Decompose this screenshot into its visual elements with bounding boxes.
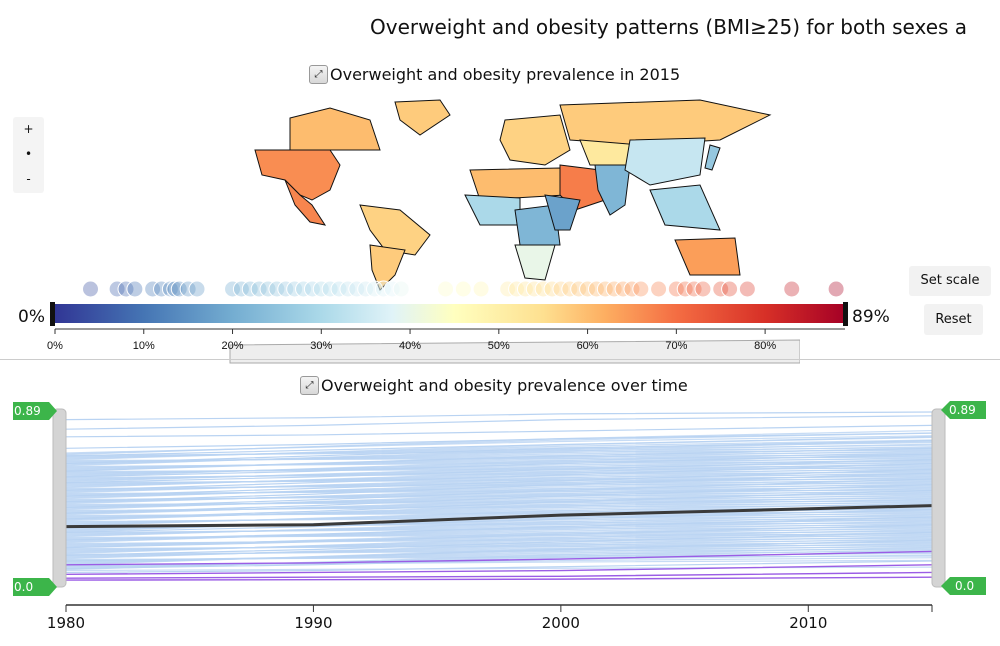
country-line (65, 435, 933, 454)
country-line (65, 467, 933, 473)
map-region[interactable] (499, 114, 571, 166)
country-line (65, 537, 933, 545)
x-tick-label: 1990 (294, 614, 332, 632)
left-max-badge: 0.89 (13, 402, 57, 420)
country-line (65, 560, 933, 574)
zoom-in-button[interactable]: + (23, 122, 34, 136)
country-line (65, 539, 933, 562)
antarctica-shape (229, 339, 800, 364)
expand-arrows-icon[interactable]: ⤢ (300, 376, 319, 395)
country-line (65, 489, 933, 520)
left-min-value: 0.0 (14, 580, 33, 594)
country-line (65, 440, 933, 465)
country-line (65, 453, 933, 478)
country-line (65, 548, 933, 556)
expand-arrows-icon[interactable]: ⤢ (309, 65, 328, 84)
map-title-text: Overweight and obesity prevalence in 201… (330, 65, 681, 84)
country-line (65, 483, 933, 514)
country-line (65, 531, 933, 556)
map-region[interactable] (284, 179, 327, 226)
right-max-value: 0.89 (949, 403, 976, 417)
mean-line (65, 504, 933, 529)
world-map[interactable] (0, 95, 800, 365)
scale-max-label: 89% (852, 307, 890, 327)
map-region[interactable] (359, 204, 431, 256)
map-panel-title: ⤢ Overweight and obesity prevalence in 2… (309, 65, 680, 84)
zoom-out-button[interactable]: - (26, 172, 31, 186)
country-line (65, 424, 933, 438)
time-panel-title: ⤢ Overweight and obesity prevalence over… (300, 376, 688, 395)
country-line (65, 459, 933, 484)
x-tick-label: 2010 (789, 614, 827, 632)
reset-button[interactable]: Reset (924, 304, 983, 335)
country-line (65, 516, 933, 541)
map-region[interactable] (594, 164, 631, 216)
country-line (65, 447, 933, 472)
map-region[interactable] (544, 194, 581, 231)
highlighted-line (65, 576, 933, 581)
country-line (65, 462, 933, 491)
country-line (65, 436, 933, 457)
left-max-value: 0.89 (14, 404, 41, 418)
map-region[interactable] (559, 99, 772, 146)
country-line (65, 468, 933, 497)
country-line (65, 508, 933, 533)
country-line (65, 524, 933, 549)
map-region[interactable] (674, 237, 741, 276)
right-min-badge: 0.0 (941, 577, 986, 595)
map-region[interactable] (394, 99, 451, 136)
x-tick-label: 1980 (47, 614, 85, 632)
country-line (65, 544, 933, 550)
set-scale-button[interactable]: Set scale (909, 266, 991, 296)
panel-divider (0, 359, 1000, 360)
right-min-value: 0.0 (955, 579, 974, 593)
map-region[interactable] (624, 137, 706, 186)
time-title-text: Overweight and obesity prevalence over t… (321, 376, 688, 395)
country-line (65, 478, 933, 484)
country-line (65, 449, 933, 457)
country-line (65, 471, 933, 479)
highlighted-line (65, 571, 933, 579)
country-line (65, 559, 933, 567)
map-region[interactable] (289, 107, 381, 151)
map-region[interactable] (254, 149, 341, 201)
country-line (65, 472, 933, 503)
map-region[interactable] (514, 204, 561, 246)
left-min-badge: 0.0 (13, 578, 57, 596)
left-brush-handle[interactable] (52, 408, 67, 588)
right-max-badge: 0.89 (941, 401, 986, 419)
country-line (65, 460, 933, 468)
country-line (65, 493, 933, 501)
map-region[interactable] (649, 184, 721, 231)
page-title: Overweight and obesity patterns (BMI≥25)… (370, 15, 968, 39)
highlighted-line (65, 564, 933, 576)
map-region[interactable] (514, 244, 556, 281)
country-line (65, 432, 933, 449)
country-line (65, 478, 933, 509)
scale-min-label: 0% (18, 307, 45, 327)
country-line (65, 415, 933, 430)
right-brush-handle[interactable] (931, 408, 946, 588)
country-line (65, 411, 933, 421)
x-tick-label: 2000 (542, 614, 580, 632)
zoom-reset-button[interactable]: • (24, 147, 33, 161)
highlighted-line (65, 550, 933, 566)
map-zoom-controls: + • - (13, 117, 44, 193)
map-region[interactable] (704, 144, 721, 171)
